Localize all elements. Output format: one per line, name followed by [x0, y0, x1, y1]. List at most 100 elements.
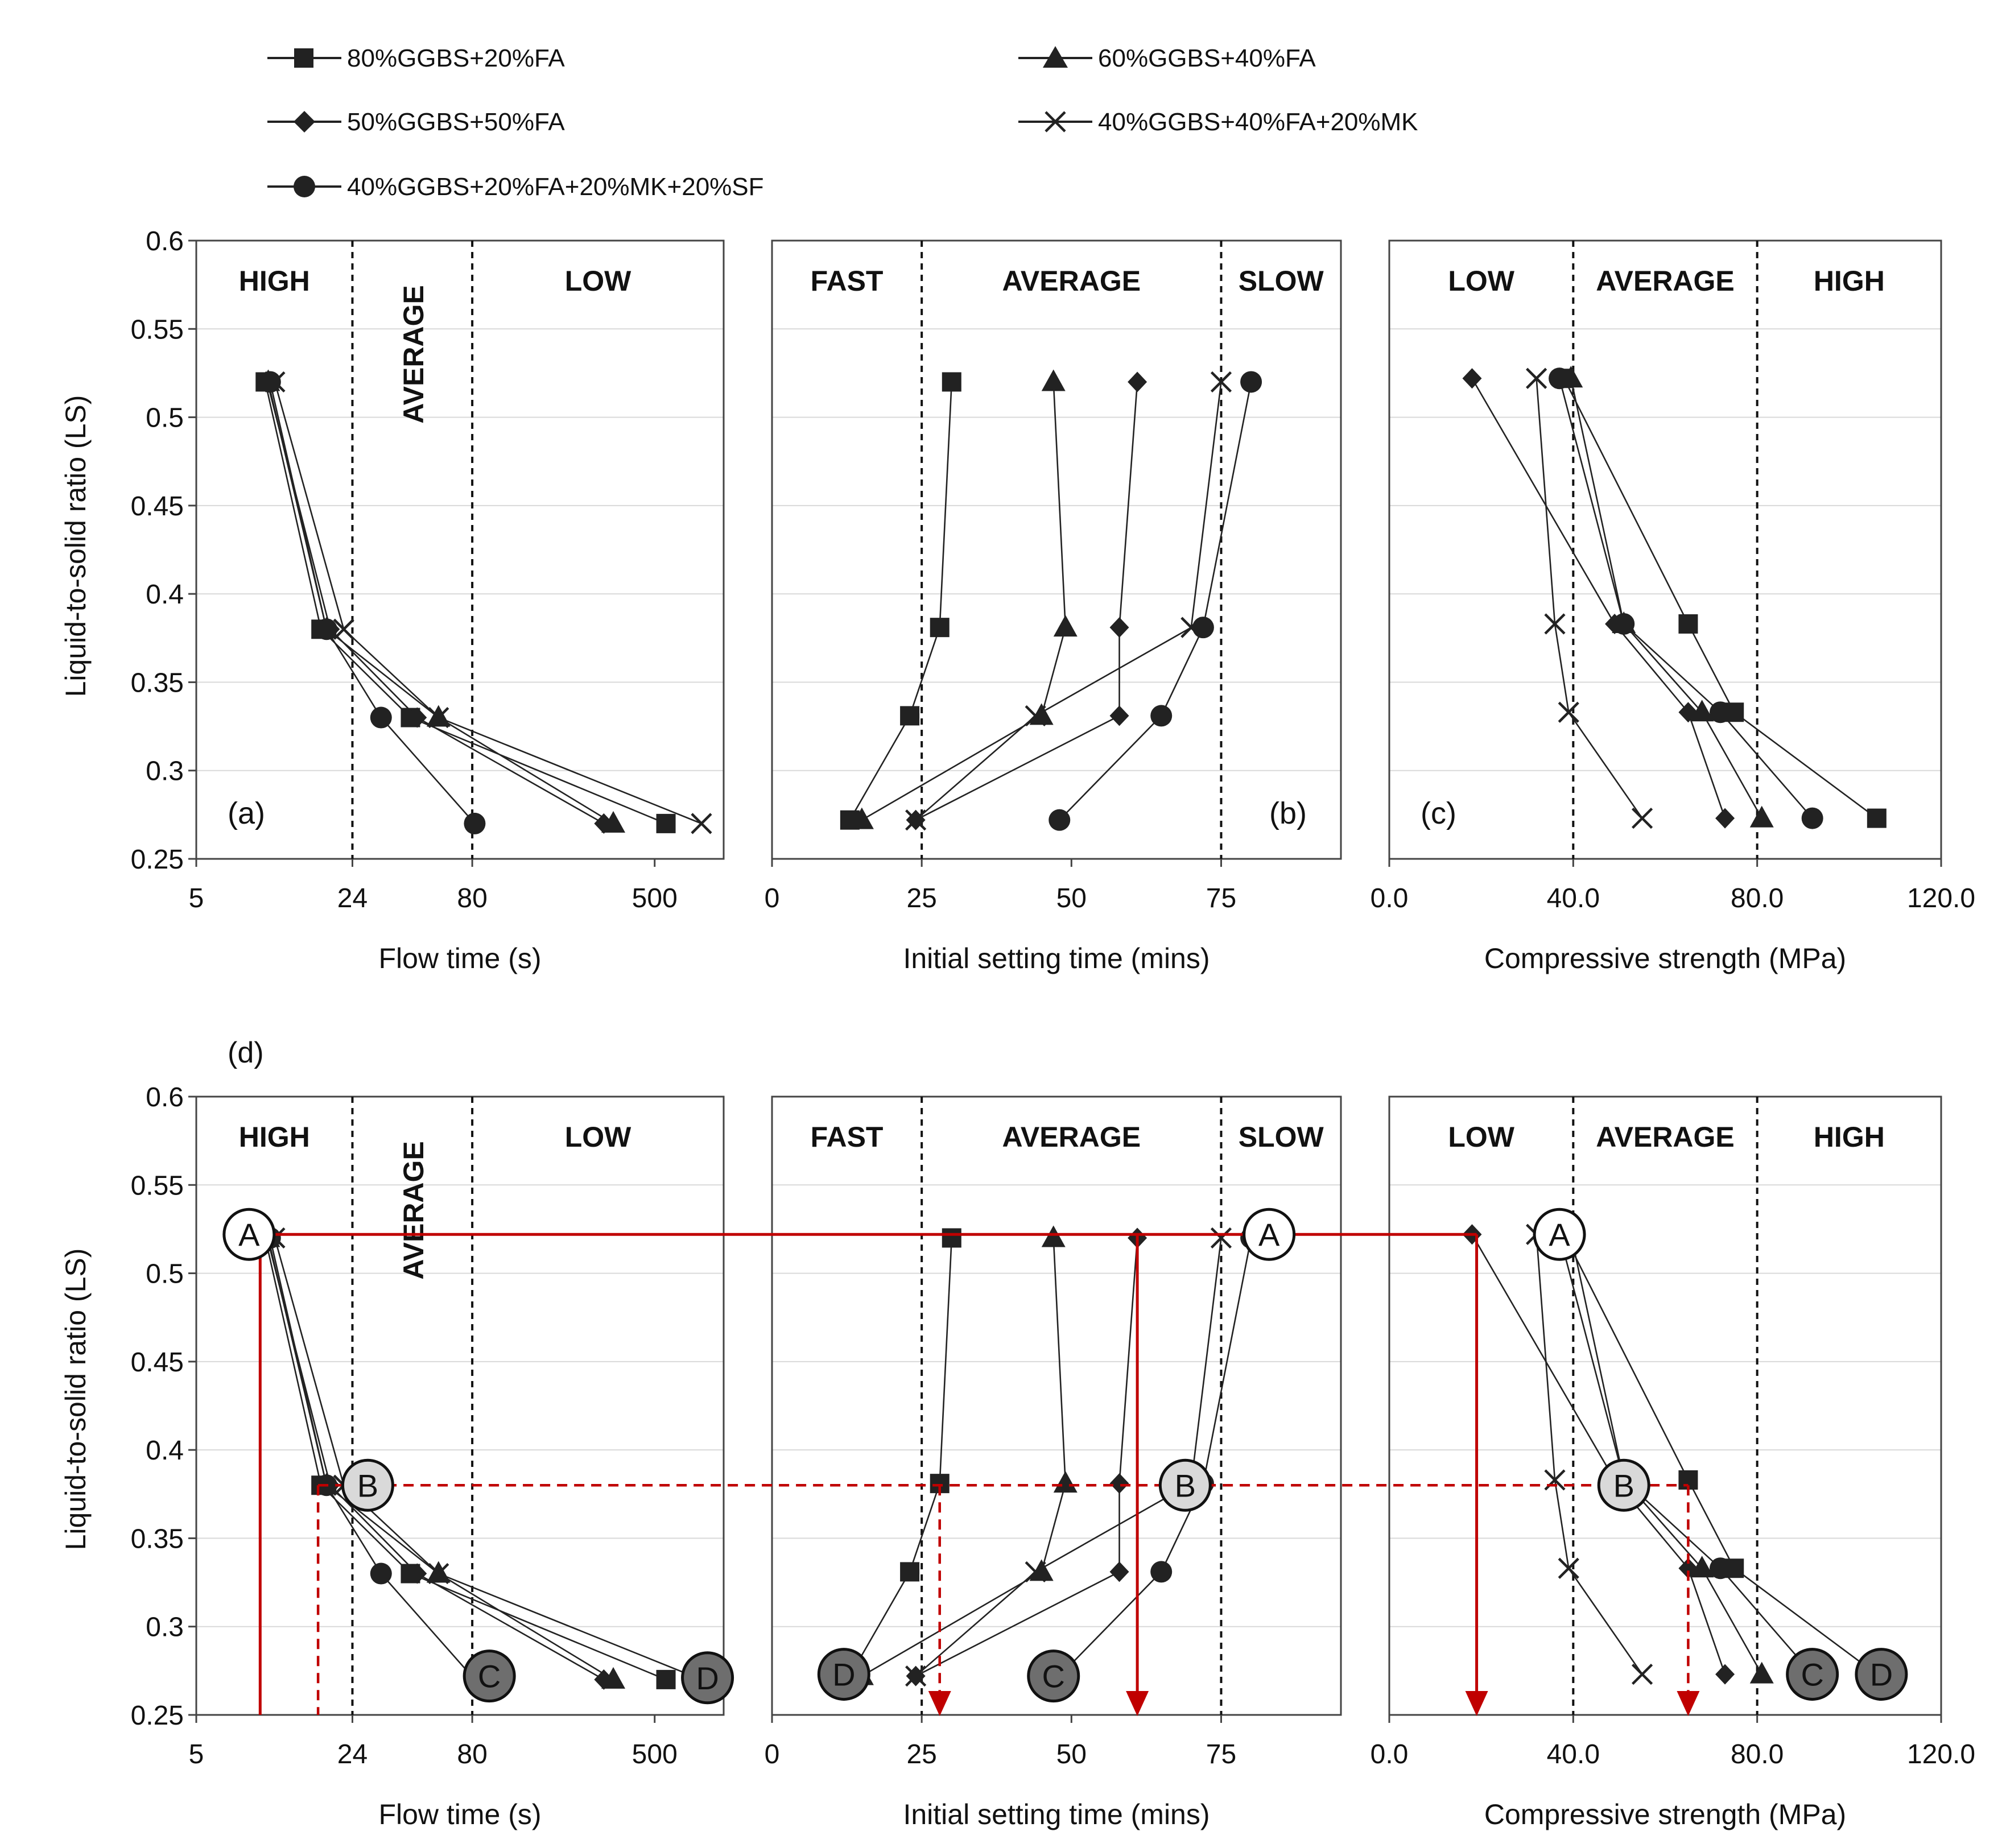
marker-diamond	[1462, 368, 1482, 389]
series	[840, 1228, 961, 1686]
plot-frame	[771, 239, 1342, 860]
annotation-disc	[1597, 1458, 1650, 1512]
series	[1049, 371, 1262, 831]
annotation-disc	[1243, 1208, 1296, 1261]
annotation-disc	[817, 1648, 870, 1701]
zone-label: LOW	[565, 265, 631, 297]
legend-item: 40%GGBS+40%FA+20%MK	[1018, 108, 1418, 136]
legend-label: 80%GGBS+20%FA	[347, 44, 565, 72]
legend-item: 50%GGBS+50%FA	[267, 108, 565, 136]
annotation-label: B	[1613, 1467, 1634, 1503]
x-axis-title: Flow time (s)	[378, 942, 541, 974]
annotation-label: A	[238, 1217, 260, 1252]
zone-label: AVERAGE	[1596, 1121, 1735, 1153]
x-tick-label: 40.0	[1547, 883, 1600, 913]
marker-triangle	[849, 807, 874, 829]
marker-square	[656, 813, 676, 833]
annotation-circle: C	[463, 1649, 516, 1703]
x-tick-label: 50	[1056, 883, 1087, 913]
x-axis-title: Flow time (s)	[378, 1799, 541, 1830]
x-tick-label: 25	[906, 1739, 936, 1770]
marker-triangle	[1053, 1471, 1078, 1493]
x-tick-label: 80.0	[1731, 1739, 1784, 1770]
zone-label: AVERAGE	[1002, 265, 1141, 297]
marker-diamond	[594, 1669, 614, 1690]
zone-label: SLOW	[1239, 1121, 1324, 1153]
marker-x	[905, 809, 927, 831]
marker-triangle	[1690, 700, 1714, 722]
series	[255, 1228, 676, 1689]
chart-panel-a: 0.6 0.55 0.5 0.45 0.4 0.35 0.3 0.255 24 80 500 Flow…	[131, 226, 725, 974]
marker-circle	[1150, 1561, 1173, 1583]
marker-x	[428, 1562, 449, 1585]
x-tick-label: 120.0	[1907, 1739, 1975, 1770]
marker-triangle	[1053, 615, 1078, 637]
marker-square	[656, 1669, 676, 1689]
annotation-disc	[1533, 1208, 1586, 1261]
series	[1049, 1227, 1262, 1687]
marker-square	[930, 618, 950, 638]
series	[1554, 369, 1887, 828]
marker-square	[1867, 808, 1887, 828]
series-line	[274, 1238, 702, 1681]
marker-diamond	[1109, 1473, 1129, 1494]
zone-label: LOW	[1448, 1121, 1514, 1153]
marker-square	[942, 1228, 961, 1248]
series	[906, 1227, 1147, 1686]
series-line	[1471, 1234, 1726, 1675]
series	[257, 1227, 614, 1690]
legend-label: 60%GGBS+40%FA	[1098, 44, 1316, 72]
zone-label: HIGH	[239, 1121, 310, 1153]
annotation-circle: D	[817, 1648, 870, 1701]
annotation-label: C	[1801, 1657, 1823, 1693]
series	[257, 371, 614, 834]
y-tick-label: 0.3	[146, 1613, 184, 1643]
series-line	[849, 382, 953, 821]
chart-panel-b: 0 25 50 75 Initial setting time (mins) FAST AV…	[765, 239, 1342, 974]
series-line	[267, 1238, 614, 1680]
series	[906, 371, 1147, 830]
series-line	[1558, 1234, 1813, 1675]
marker-x	[1558, 1557, 1579, 1579]
series-line	[1570, 1234, 1762, 1675]
marker-diamond	[1109, 705, 1129, 726]
y-tick-label: 0.5	[146, 1259, 184, 1289]
marker-triangle	[1749, 1661, 1774, 1684]
x-tick-label: 0	[765, 883, 780, 913]
marker-square	[1678, 614, 1698, 634]
x-tick-label: 75	[1206, 1739, 1236, 1770]
series-line	[1535, 378, 1643, 819]
annotation-circle: B	[1158, 1458, 1212, 1512]
marker-circle	[1150, 705, 1173, 727]
annotation-circle: C	[1786, 1648, 1839, 1701]
series	[1549, 1223, 1823, 1685]
series-line	[1471, 378, 1726, 818]
guide-arrowhead	[928, 1691, 951, 1716]
series-line	[915, 382, 1222, 821]
zone-label: SLOW	[1239, 265, 1324, 297]
marker-diamond	[407, 1563, 427, 1584]
series-line	[1570, 378, 1762, 819]
y-tick-label: 0.55	[131, 1171, 184, 1201]
y-tick-label: 0.6	[146, 1082, 184, 1113]
x-tick-label: 0.0	[1371, 883, 1409, 913]
marker-diamond	[1715, 808, 1735, 829]
series	[905, 371, 1232, 831]
zone-label: AVERAGE	[398, 1141, 430, 1280]
plot-frame	[195, 1095, 725, 1716]
series	[849, 369, 1078, 829]
series-line	[265, 382, 667, 825]
series	[1559, 1222, 1774, 1684]
series-line	[861, 1238, 1067, 1677]
annotations: A B C D A B C D A B C D	[222, 1208, 1908, 1705]
series	[255, 372, 676, 833]
marker-x	[1631, 1663, 1653, 1685]
series	[256, 1225, 626, 1689]
series-line	[861, 382, 1067, 821]
series	[1549, 367, 1823, 829]
marker-circle	[1192, 617, 1214, 639]
series	[840, 372, 961, 830]
annotation-disc	[1027, 1649, 1080, 1703]
zone-label: FAST	[811, 1121, 884, 1153]
y-tick-label: 0.55	[131, 315, 184, 345]
